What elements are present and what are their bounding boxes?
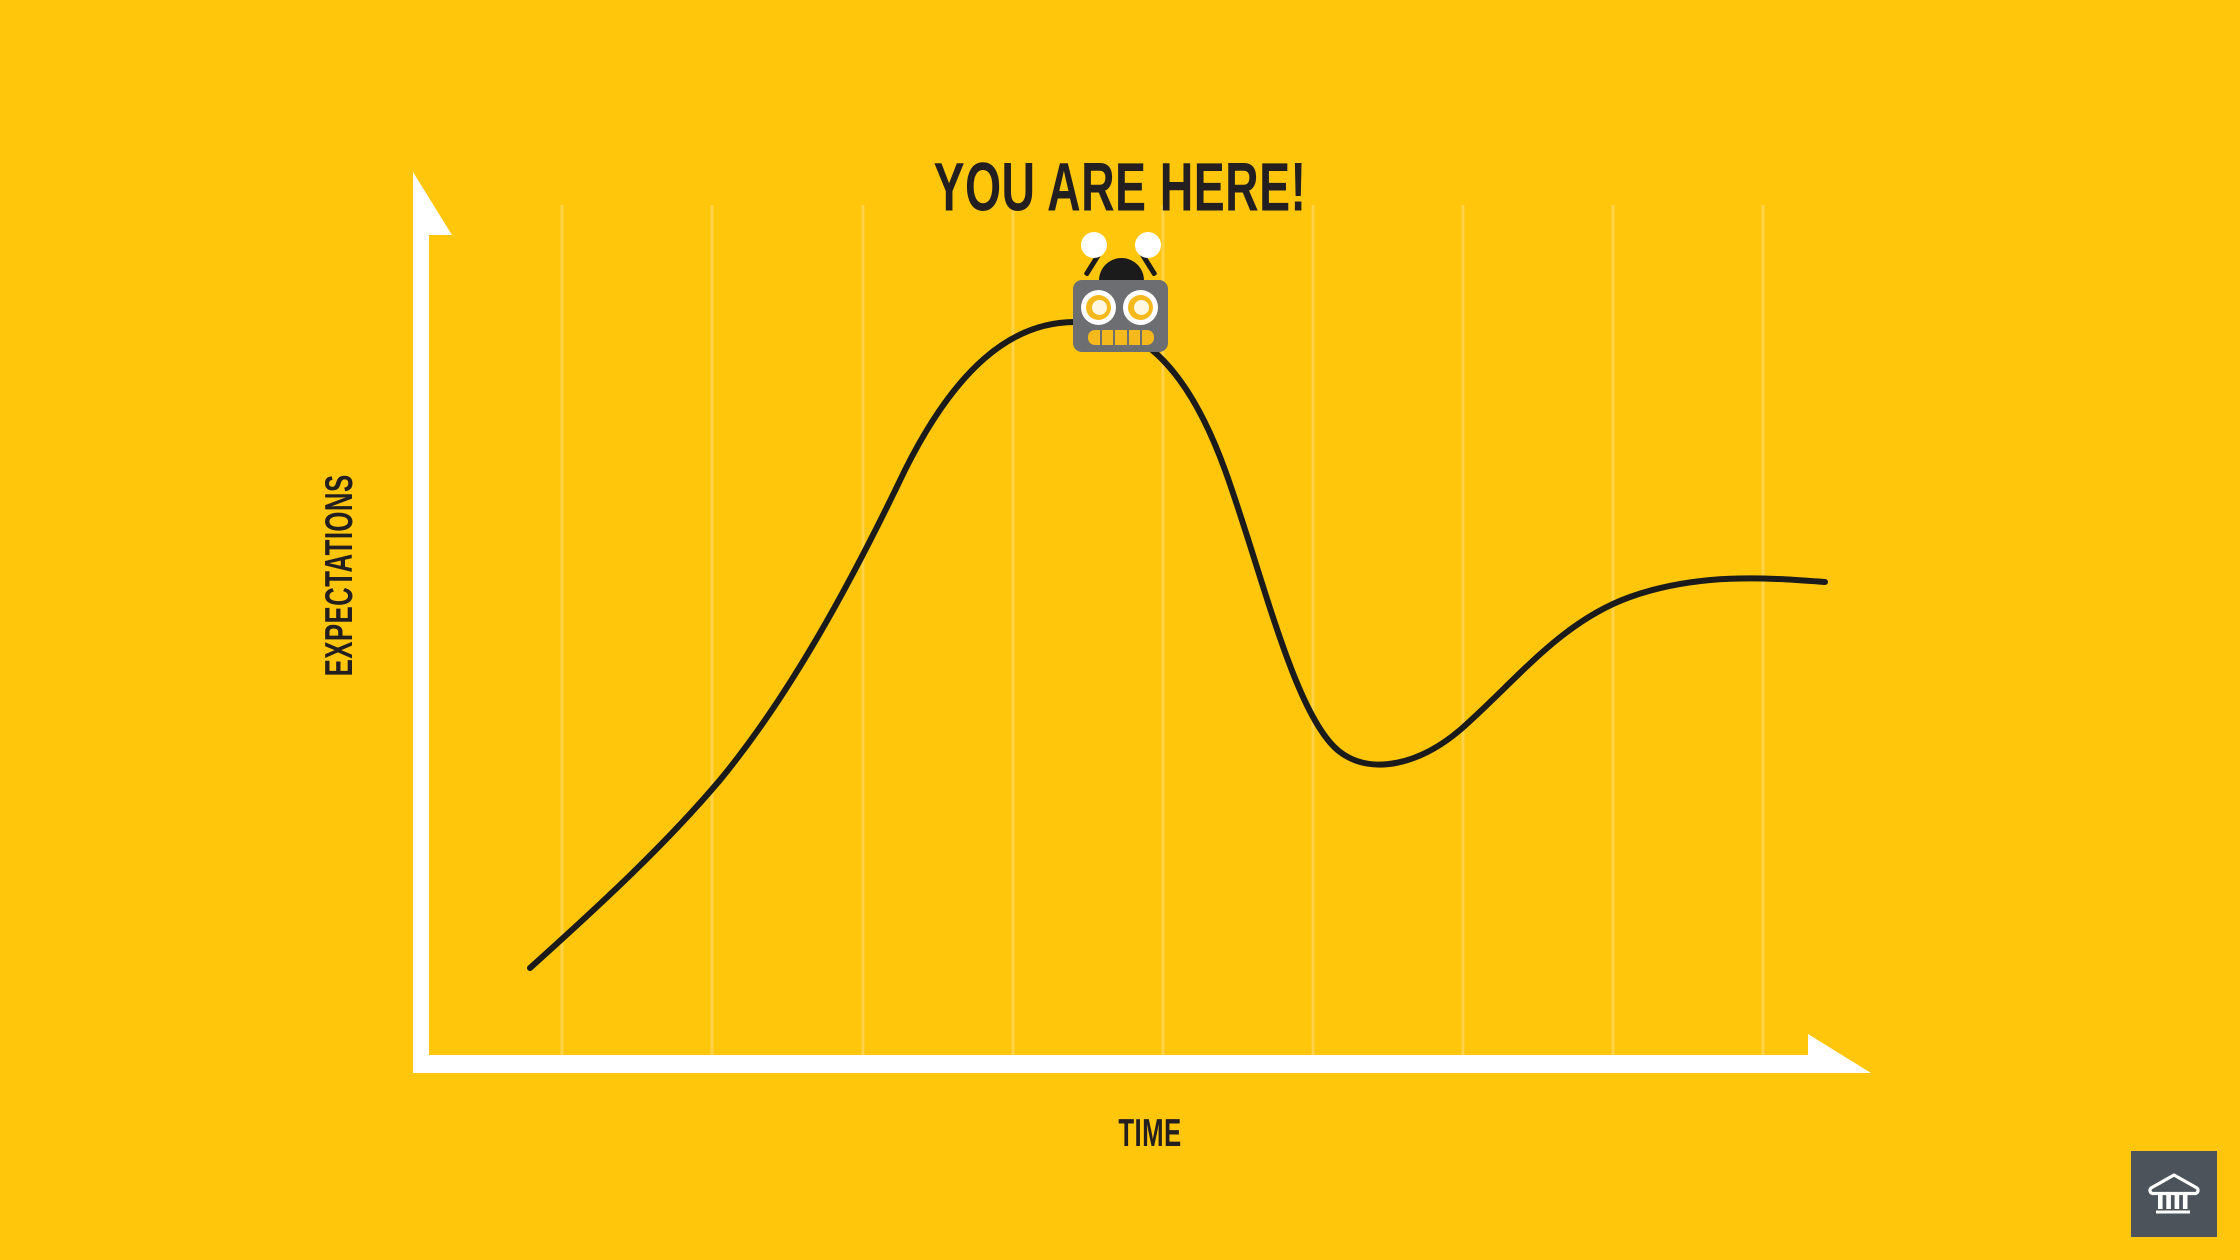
robot-tooth	[1102, 330, 1116, 345]
y-axis	[413, 172, 452, 1055]
x-axis	[413, 1034, 1871, 1073]
y-axis-label-text: EXPECTATIONS	[318, 474, 361, 677]
robot-head-icon	[1073, 280, 1168, 352]
robot-pupil-right-icon	[1134, 300, 1149, 315]
robot-tooth	[1142, 330, 1154, 345]
robot-marker	[1073, 232, 1168, 352]
robot-tooth	[1129, 330, 1143, 345]
antenna-ball-left-icon	[1081, 232, 1107, 258]
robot-tooth	[1115, 330, 1129, 345]
y-axis-label: EXPECTATIONS	[305, 246, 361, 676]
antenna-ball-right-icon	[1135, 232, 1161, 258]
robot-pupil-left-icon	[1092, 300, 1107, 315]
bank-icon	[2148, 1173, 2200, 1214]
robot-tooth	[1088, 330, 1102, 345]
robot-iris-left-icon	[1086, 295, 1111, 320]
robot-mouth-icon	[1088, 330, 1154, 345]
page-title: YOU ARE HERE!	[933, 149, 1307, 227]
robot-eye-right-icon	[1123, 290, 1158, 325]
robot-eye-left-icon	[1081, 290, 1116, 325]
robot-iris-right-icon	[1128, 295, 1153, 320]
hype-curve	[527, 318, 1828, 971]
bank-badge[interactable]	[2131, 1151, 2217, 1237]
x-axis-label: TIME	[1118, 1112, 1182, 1155]
